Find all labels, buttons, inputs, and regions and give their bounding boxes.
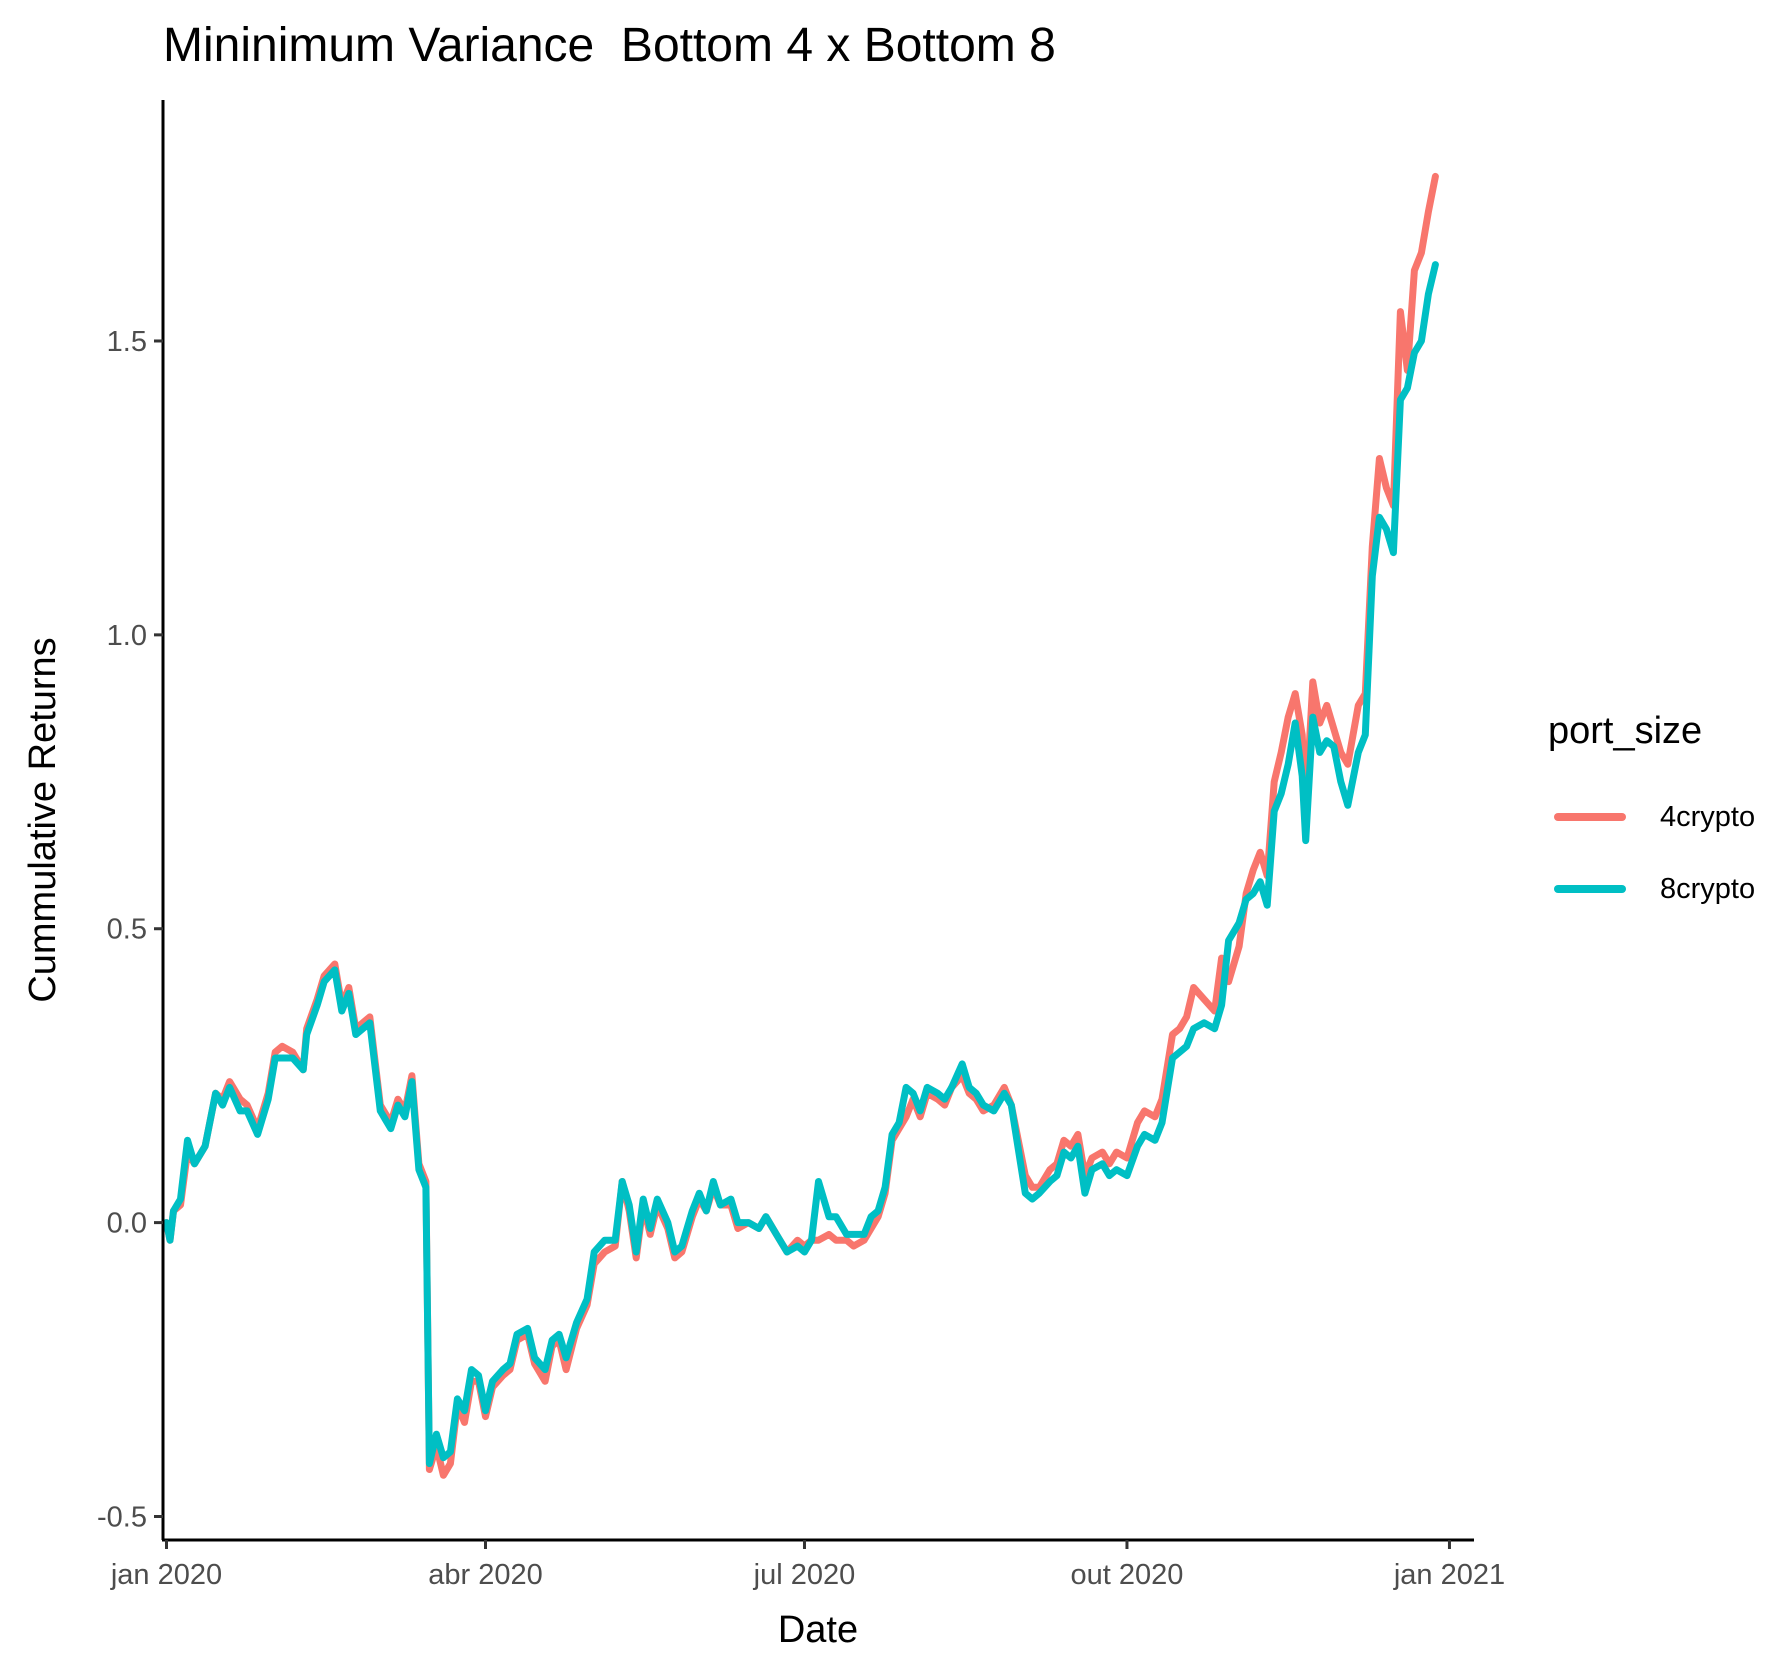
legend: port_size 4crypto 8crypto bbox=[1548, 710, 1755, 925]
legend-label-8crypto: 8crypto bbox=[1660, 872, 1756, 905]
legend-key-4crypto bbox=[1554, 813, 1626, 821]
y-tick-label: 0.0 bbox=[107, 1208, 147, 1240]
y-tick-label: 1.5 bbox=[107, 326, 147, 358]
legend-title: port_size bbox=[1548, 710, 1703, 752]
y-tick-label: 0.5 bbox=[107, 914, 147, 946]
legend-item-4crypto: 4crypto bbox=[1548, 781, 1755, 853]
series-layer bbox=[163, 172, 1439, 1479]
y-tick-label: 1.0 bbox=[107, 620, 147, 652]
y-tick-label: -0.5 bbox=[97, 1501, 147, 1533]
y-axis-ticks: -0.5 0.0 0.5 1.0 1.5 bbox=[97, 326, 163, 1533]
x-axis-title: Date bbox=[778, 1609, 858, 1651]
x-tick-label: jan 2021 bbox=[1393, 1559, 1505, 1591]
legend-item-8crypto: 8crypto bbox=[1548, 853, 1755, 925]
x-tick-label: out 2020 bbox=[1071, 1559, 1184, 1591]
x-tick-label: jul 2020 bbox=[753, 1559, 856, 1591]
series-line-4crypto bbox=[163, 172, 1439, 1479]
legend-label-4crypto: 4crypto bbox=[1660, 800, 1756, 833]
x-axis-ticks: jan 2020 abr 2020 jul 2020 out 2020 jan 2021 bbox=[110, 1540, 1505, 1591]
x-tick-label: abr 2020 bbox=[428, 1559, 543, 1591]
y-axis-title: Cummulative Returns bbox=[22, 637, 64, 1002]
legend-key-8crypto bbox=[1554, 885, 1626, 893]
chart-title: Mininimum Variance Bottom 4 x Bottom 8 bbox=[163, 19, 1056, 72]
x-tick-label: jan 2020 bbox=[110, 1559, 222, 1591]
series-line-8crypto bbox=[163, 261, 1439, 1468]
